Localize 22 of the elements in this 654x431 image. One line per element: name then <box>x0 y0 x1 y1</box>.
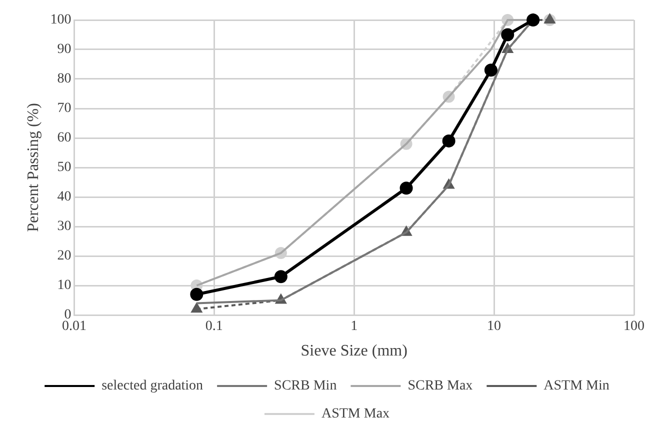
x-tick-label: 10 <box>487 319 502 334</box>
x-tick-label: 100 <box>624 319 644 334</box>
legend-label: ASTM Max <box>321 406 390 422</box>
legend-label: SCRB Max <box>408 378 473 394</box>
y-tick-label: 80 <box>57 72 72 87</box>
y-tick-label: 30 <box>57 219 72 234</box>
y-tick-label: 90 <box>57 42 72 58</box>
x-tick-label: 0.1 <box>205 319 223 334</box>
legend-label: selected gradation <box>102 378 204 394</box>
y-tick-label: 60 <box>57 130 72 146</box>
y-axis-title: Percent Passing (%) <box>24 103 42 232</box>
x-tick-label: 1 <box>350 319 358 334</box>
y-tick-label: 50 <box>57 160 72 176</box>
y-tick-label: 10 <box>57 278 72 294</box>
x-tick-label: 0.01 <box>62 319 86 334</box>
y-tick-label: 70 <box>57 101 72 116</box>
y-tick-label: 100 <box>50 12 72 28</box>
y-tick-label: 40 <box>57 190 72 205</box>
y-tick-label: 20 <box>57 248 72 264</box>
legend-label: ASTM Min <box>544 378 610 394</box>
x-axis-title: Sieve Size (mm) <box>300 342 408 360</box>
legend-label: SCRB Min <box>274 378 337 394</box>
